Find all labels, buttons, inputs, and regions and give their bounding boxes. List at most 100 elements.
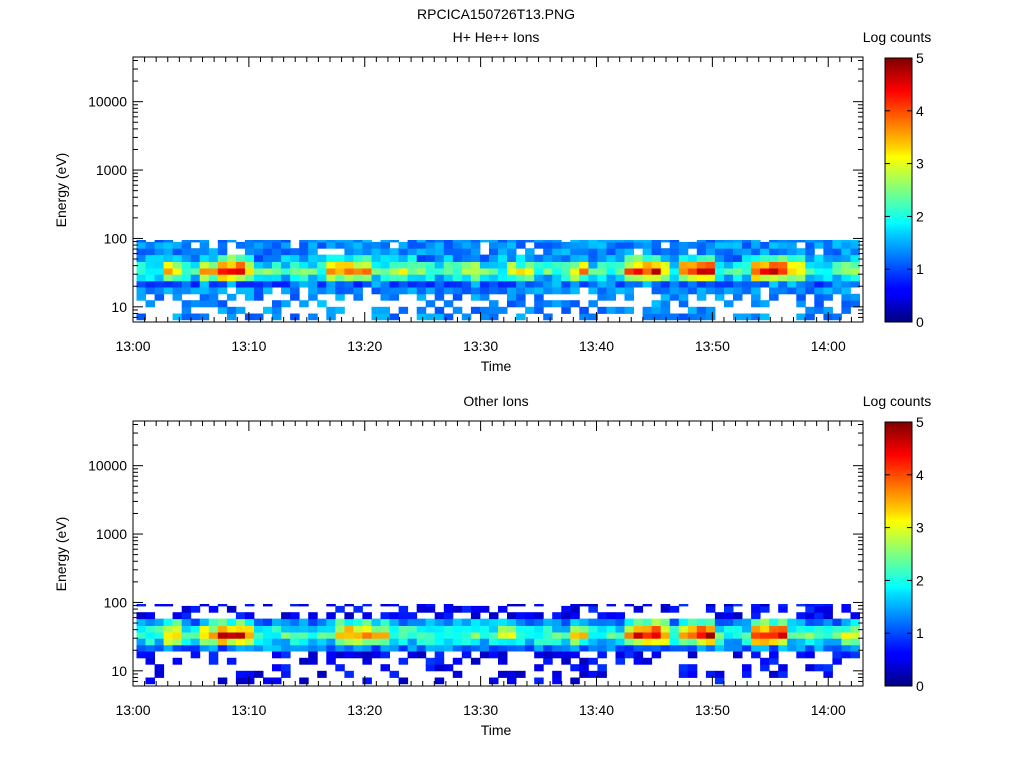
heatmap-cell — [389, 644, 399, 652]
heatmap-cell — [136, 240, 146, 243]
heatmap-cell — [507, 280, 517, 288]
heatmap-cell — [452, 254, 463, 262]
heatmap-cell — [534, 300, 544, 308]
heatmap-cell — [235, 280, 246, 288]
heatmap-cell — [633, 268, 644, 275]
heatmap-cell — [362, 604, 372, 607]
heatmap-cell — [272, 625, 282, 633]
heatmap-cell — [850, 638, 860, 646]
heatmap-cell — [624, 638, 634, 646]
heatmap-cell — [525, 632, 535, 639]
heatmap-cell — [660, 248, 671, 256]
heatmap-cell — [678, 293, 689, 301]
heatmap-cell — [534, 638, 544, 646]
heatmap-cell — [344, 241, 354, 249]
heatmap-cell — [398, 248, 409, 256]
heatmap-cell — [678, 280, 689, 288]
heatmap-cell — [778, 241, 788, 249]
heatmap-cell — [389, 268, 399, 275]
heatmap-cell — [606, 274, 616, 282]
heatmap-cell — [850, 268, 860, 275]
heatmap-cell — [651, 280, 662, 288]
heatmap-cell — [543, 268, 553, 275]
heatmap-cell — [669, 240, 680, 243]
heatmap-cell — [380, 274, 390, 282]
heatmap-cell — [489, 280, 499, 288]
heatmap-cell — [687, 261, 698, 269]
heatmap-cell — [136, 268, 146, 275]
heatmap-cell — [570, 605, 580, 613]
heatmap-cell — [308, 241, 318, 249]
heatmap-cell — [299, 254, 309, 262]
heatmap-cell — [416, 254, 427, 262]
heatmap-cell — [407, 280, 418, 288]
heatmap-cell — [606, 306, 616, 314]
heatmap-cell — [751, 268, 761, 275]
heatmap-cell — [199, 313, 210, 321]
heatmap-cell — [443, 625, 454, 633]
heatmap-cell — [570, 618, 580, 626]
heatmap-cell — [380, 268, 390, 275]
heatmap-cell — [425, 261, 436, 269]
x-tick-label: 13:10 — [231, 338, 266, 354]
heatmap-cell — [832, 638, 842, 646]
heatmap-cell — [353, 240, 363, 243]
heatmap-cell — [733, 261, 743, 269]
heatmap-cell — [461, 287, 472, 295]
heatmap-cell — [769, 274, 779, 282]
heatmap-cell — [805, 612, 815, 620]
x-tick-label: 13:50 — [695, 702, 730, 718]
heatmap-cell — [362, 618, 372, 626]
heatmap-cell — [850, 280, 860, 288]
heatmap-cell — [136, 261, 146, 269]
heatmap-cell — [516, 274, 526, 282]
heatmap-cell — [470, 287, 481, 295]
heatmap-cell — [489, 618, 499, 626]
heatmap-cell — [425, 605, 436, 613]
heatmap-cell — [498, 254, 508, 262]
heatmap-cell — [226, 293, 237, 301]
heatmap-cell — [552, 670, 562, 678]
heatmap-cell — [226, 306, 237, 314]
heatmap-cell — [850, 274, 860, 282]
heatmap-cell — [217, 287, 228, 295]
heatmap-cell — [326, 306, 336, 314]
heatmap-cell — [633, 632, 644, 639]
heatmap-cell — [443, 618, 454, 626]
heatmap-cell — [190, 268, 201, 275]
heatmap-cell — [335, 644, 345, 652]
heatmap-cell — [660, 287, 671, 295]
heatmap-cell — [344, 612, 354, 620]
heatmap-cell — [660, 632, 671, 639]
heatmap-cell — [443, 280, 454, 288]
heatmap-cell — [281, 638, 291, 646]
heatmap-cell — [425, 287, 436, 295]
heatmap-cell — [597, 254, 607, 262]
heatmap-cell — [489, 240, 499, 243]
heatmap-cell — [335, 625, 345, 633]
heatmap-cell — [407, 240, 418, 243]
heatmap-cell — [443, 300, 454, 308]
heatmap-cell — [498, 268, 508, 275]
heatmap-cell — [154, 664, 165, 672]
heatmap-cell — [733, 287, 743, 295]
heatmap-cell — [751, 241, 761, 249]
heatmap-cell — [281, 261, 291, 269]
heatmap-cell — [290, 632, 300, 639]
heatmap-cell — [805, 306, 815, 314]
heatmap-cell — [208, 261, 219, 269]
heatmap-cell — [832, 625, 842, 633]
heatmap-cell — [380, 287, 390, 295]
heatmap-cell — [461, 261, 472, 269]
heatmap-cell — [678, 670, 689, 678]
heatmap-cell — [841, 241, 851, 249]
heatmap-cell — [678, 261, 689, 269]
heatmap-cell — [452, 618, 463, 626]
heatmap-cell — [489, 300, 499, 308]
heatmap-cell — [136, 632, 146, 639]
heatmap-cell — [235, 632, 246, 639]
heatmap-cell — [362, 240, 372, 243]
heatmap-cell — [507, 612, 517, 620]
heatmap-cell — [443, 254, 454, 262]
heatmap-cell — [172, 248, 183, 256]
